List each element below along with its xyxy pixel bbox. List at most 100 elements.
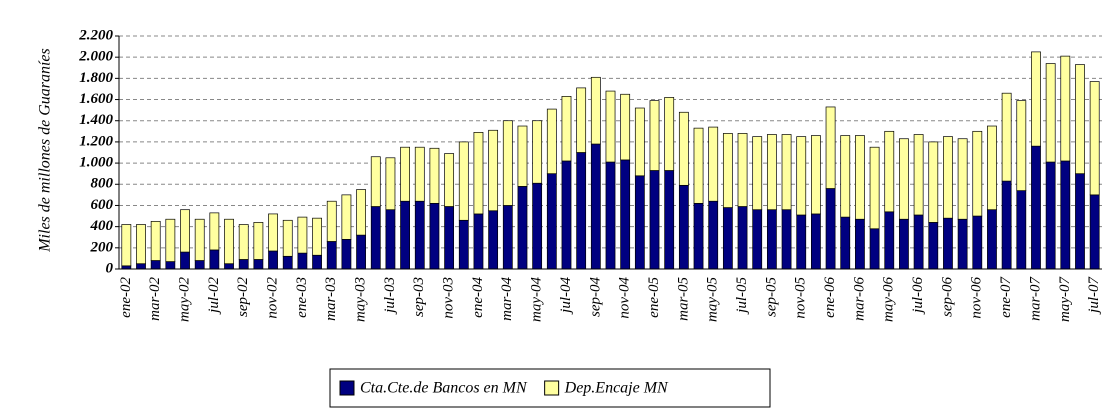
x-tick-label: sep-03 (411, 277, 427, 317)
bar-segment (781, 134, 792, 211)
bar-segment (268, 250, 278, 270)
bar-segment (752, 136, 763, 211)
bar-segment (913, 134, 924, 216)
legend-label: Dep.Encaje MN (564, 380, 669, 397)
bar-segment (180, 251, 190, 270)
bar-segment (1001, 92, 1012, 182)
y-tick-label: 2.000 (78, 49, 113, 65)
y-tick-label: 0 (106, 260, 114, 276)
bar-segment (943, 217, 953, 270)
bar-segment (209, 212, 220, 251)
bar-segment (429, 147, 440, 204)
bar-segment (253, 222, 264, 260)
x-tick-label: jul-07 (1086, 276, 1102, 315)
bar-segment (1016, 100, 1027, 191)
bar-segment (297, 252, 308, 270)
bar-segment (326, 241, 337, 270)
y-tick-label: 400 (90, 218, 114, 234)
bar-segment (341, 238, 352, 270)
y-tick-label: 1.400 (79, 112, 113, 128)
bar-segment (722, 207, 733, 270)
y-tick-label: 1.600 (79, 91, 113, 107)
x-tick-label: may-06 (881, 277, 897, 322)
x-tick-label: nov-06 (969, 277, 985, 319)
x-tick-label: jul-03 (382, 277, 398, 315)
x-tick-label: may-02 (176, 277, 192, 322)
y-tick-label: 1.800 (79, 70, 113, 86)
x-tick-label: ene-06 (822, 277, 838, 318)
bar-segment (165, 218, 176, 262)
bar-segment (590, 143, 601, 270)
bar-segment (576, 152, 587, 270)
bar-segment (238, 259, 249, 270)
bar-segment (238, 224, 249, 260)
bar-segment (400, 146, 410, 202)
bar-segment (678, 111, 689, 186)
bar-segment (312, 254, 322, 270)
bar-segment (605, 161, 616, 270)
x-tick-label: may-04 (529, 277, 545, 322)
bar-segment (1045, 63, 1056, 163)
legend-swatch (544, 380, 560, 396)
x-tick-label: sep-05 (763, 277, 779, 317)
bar-segment (209, 249, 220, 270)
bar-segment (458, 141, 469, 221)
y-tick-label: 1.200 (79, 133, 113, 149)
bar-segment (987, 209, 997, 270)
legend-label: Cta.Cte.de Bancos en MN (360, 380, 528, 397)
y-tick-label: 200 (90, 239, 114, 255)
bar-segment (884, 130, 895, 213)
bar-segment (385, 157, 396, 211)
bar-segment (224, 218, 234, 265)
bar-segment (664, 170, 675, 270)
bar-segment (825, 188, 836, 270)
bar-segment (444, 153, 455, 207)
bar-segment (869, 146, 880, 230)
x-tick-label: mar-02 (147, 277, 163, 321)
bar-segment (1089, 81, 1100, 196)
bar-segment (766, 134, 777, 211)
bar-segment (502, 120, 513, 206)
bar-segment (943, 136, 953, 219)
x-tick-label: mar-07 (1027, 276, 1043, 321)
bar-segment (928, 222, 939, 270)
x-tick-label: nov-03 (441, 277, 457, 319)
bar-segment (488, 129, 499, 212)
bar-segment (282, 255, 293, 270)
bar-segment (1089, 194, 1100, 270)
bar-segment (268, 213, 278, 252)
bar-segment (121, 224, 132, 267)
y-axis-title: Miles de millones de Guaraníes (37, 48, 54, 253)
bar-segment (356, 234, 366, 270)
x-tick-label: jul-02 (206, 277, 222, 315)
bar-segment (737, 206, 748, 270)
bar-segment (884, 211, 895, 270)
x-tick-label: sep-04 (587, 277, 603, 317)
bar-segment (561, 96, 572, 162)
bar-segment (370, 206, 381, 270)
x-tick-label: ene-04 (470, 277, 486, 318)
bar-segment (414, 146, 425, 202)
x-tick-label: may-05 (705, 277, 721, 322)
bar-segment (840, 216, 851, 270)
bar-segment (957, 218, 968, 270)
bar-segment (517, 186, 528, 270)
bar-segment (781, 209, 792, 270)
bar-segment (796, 136, 807, 216)
bar-segment (165, 261, 176, 270)
x-tick-label: ene-03 (294, 277, 310, 318)
bar-segment (590, 76, 601, 145)
bar-segment (752, 209, 763, 270)
x-tick-label: may-07 (1057, 276, 1073, 322)
bar-segment (532, 120, 543, 184)
y-tick-label: 2.200 (78, 27, 113, 43)
bar-segment (1001, 180, 1012, 270)
bar-segment (855, 218, 865, 270)
bar-segment (766, 209, 777, 270)
bar-segment (737, 133, 748, 207)
bar-segment (634, 107, 645, 177)
bar-segment (928, 141, 939, 223)
bar-segment (517, 125, 528, 187)
bar-segment (840, 135, 851, 218)
